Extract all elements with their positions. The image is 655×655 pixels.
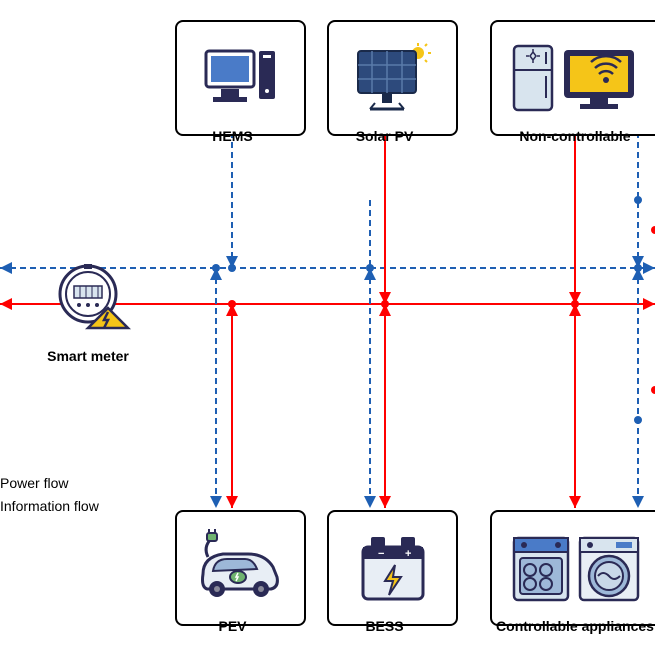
node-noncontrollable	[490, 20, 655, 136]
node-hems	[175, 20, 306, 136]
pev-label: PEV	[175, 618, 290, 634]
node-solarpv	[327, 20, 458, 136]
controllable-appliances-icon	[508, 528, 655, 608]
computer-icon	[201, 43, 281, 113]
node-smartmeter	[50, 260, 135, 350]
legend-power: Power flow	[0, 475, 68, 491]
legend-info: Information flow	[0, 498, 99, 514]
battery-icon: − +	[353, 529, 433, 607]
appliances-icon	[508, 38, 655, 118]
legend-info-text: Information flow	[0, 498, 99, 514]
smart-meter-icon	[50, 260, 135, 345]
node-controllable	[490, 510, 655, 626]
ev-car-icon	[193, 529, 288, 607]
solar-panel-icon	[350, 41, 435, 116]
solarpv-label: Solar PV	[327, 128, 442, 144]
node-pev	[175, 510, 306, 626]
controllable-label: Controllable appliances	[490, 618, 655, 634]
node-bess: − +	[327, 510, 458, 626]
smartmeter-label: Smart meter	[28, 348, 148, 364]
hems-label: HEMS	[175, 128, 290, 144]
svg-text:−: −	[378, 548, 384, 560]
bess-label: BESS	[327, 618, 442, 634]
noncontrol-label: Non-controllable	[490, 128, 655, 144]
legend-power-text: Power flow	[0, 475, 68, 491]
svg-text:+: +	[405, 548, 411, 560]
